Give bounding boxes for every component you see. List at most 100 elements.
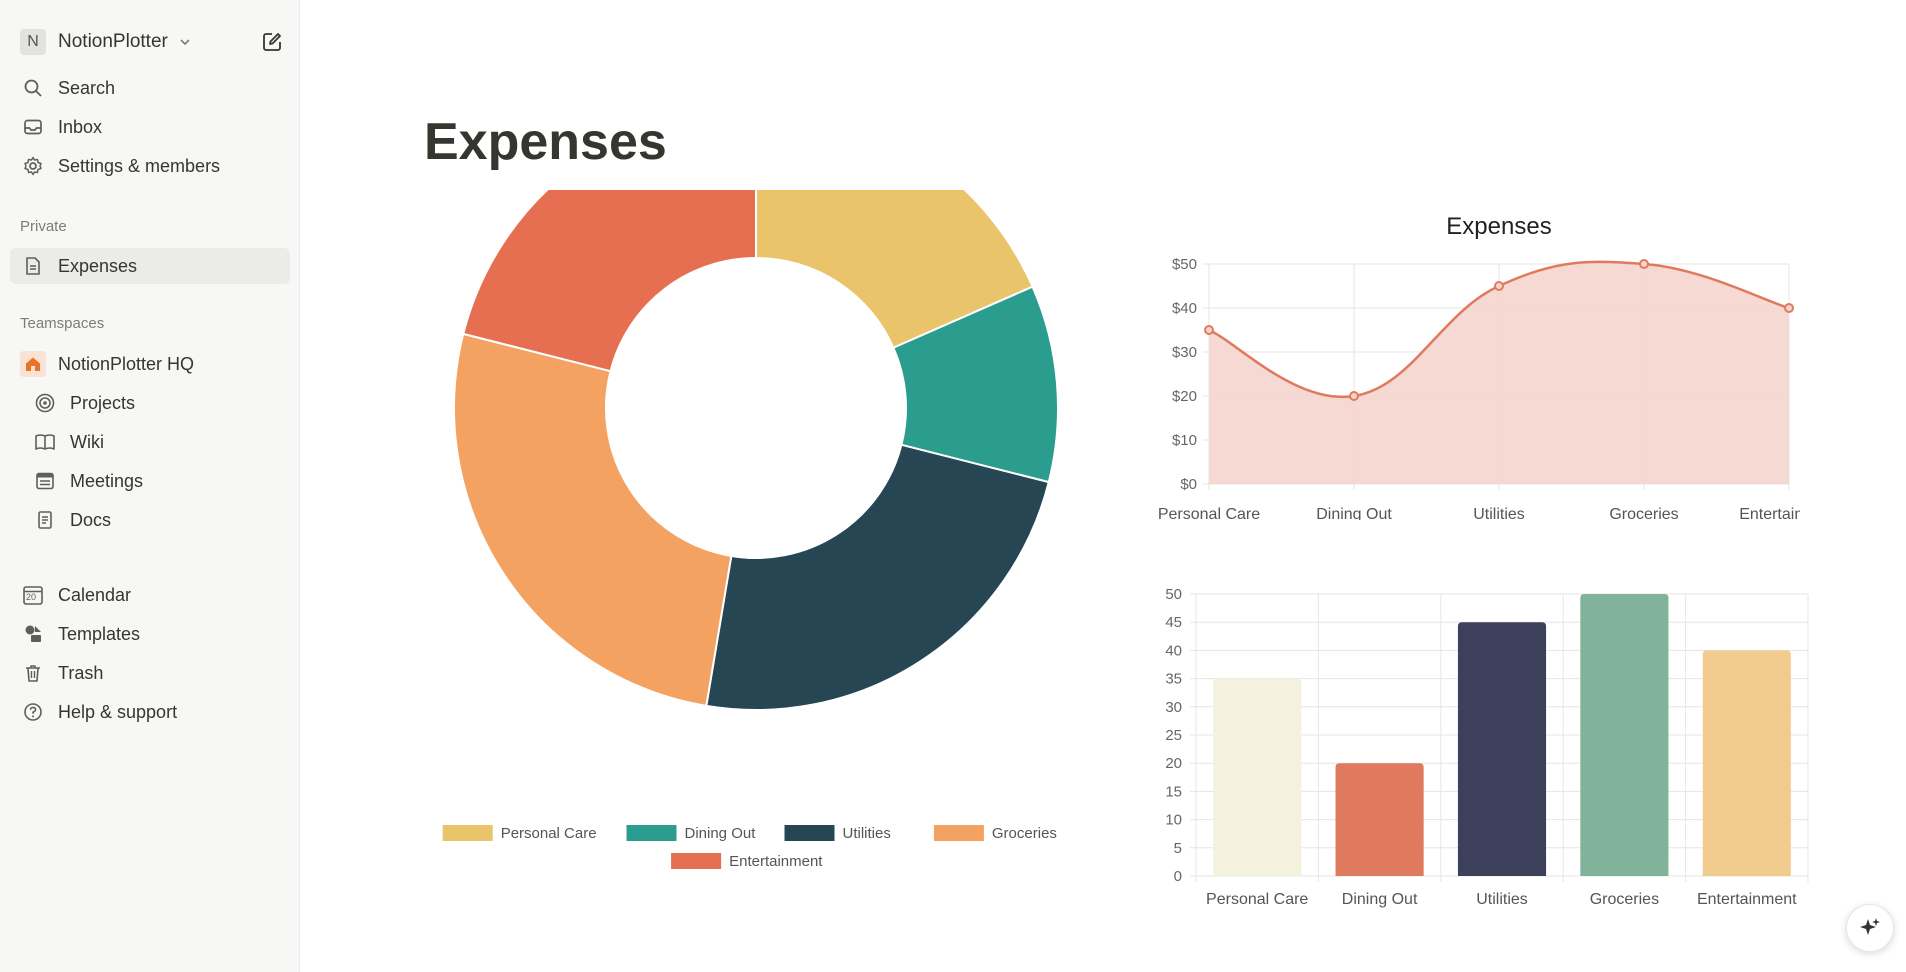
doughnut-slice — [705, 443, 1050, 711]
y-tick-label: 15 — [1165, 783, 1182, 800]
new-page-button[interactable] — [258, 28, 286, 56]
doughnut-slice — [453, 332, 733, 708]
help-icon — [20, 699, 46, 725]
legend-label: Dining Out — [685, 825, 757, 842]
sidebar-item-label: Calendar — [58, 584, 132, 605]
chart-title: Expenses — [1446, 213, 1551, 240]
x-tick-label: Dining Out — [1342, 891, 1418, 908]
line-series — [1208, 260, 1790, 399]
legend-swatch — [933, 825, 984, 841]
y-tick-label: 5 — [1174, 840, 1182, 857]
y-tick-label: 0 — [1174, 868, 1182, 885]
gear-icon — [20, 153, 46, 179]
bar — [1335, 763, 1424, 876]
sidebar-item-label: Settings & members — [58, 155, 221, 176]
templates-icon — [20, 621, 46, 647]
workspace-badge: N — [20, 29, 46, 55]
sidebar-item-label: Templates — [58, 623, 141, 644]
y-tick-label: 30 — [1165, 699, 1182, 716]
search-icon — [20, 75, 46, 101]
y-tick-label: $20 — [1172, 388, 1197, 405]
sidebar-item-inbox[interactable]: Inbox — [10, 109, 290, 145]
data-point — [1349, 391, 1359, 401]
x-tick-label: Utilities — [1473, 506, 1525, 520]
sidebar-item-trash[interactable]: Trash — [10, 655, 290, 691]
trash-icon — [20, 660, 46, 686]
page-title: Expenses — [424, 113, 667, 171]
sidebar-item-projects[interactable]: Projects — [10, 385, 290, 421]
sidebar-item-label: Trash — [58, 662, 104, 683]
x-tick-label: Entertainment — [1739, 506, 1800, 520]
sidebar-item-meetings[interactable]: Meetings — [10, 463, 290, 499]
calendar-date-badge: 20 — [26, 592, 37, 602]
legend-label: Entertainment — [729, 853, 823, 870]
doughnut-chart: Personal Care Dining Out Utilities Grocerie… — [442, 190, 1059, 870]
y-tick-label: 35 — [1165, 671, 1182, 688]
sidebar: N NotionPlotter Search Inbox Settings & … — [0, 0, 300, 972]
legend-label: Utilities — [843, 825, 891, 842]
data-point — [1204, 325, 1214, 335]
private-section-label: Private — [20, 218, 67, 235]
sidebar-item-label: Wiki — [70, 431, 104, 452]
sidebar-item-label: NotionPlotter HQ — [58, 353, 195, 374]
legend-label: Groceries — [992, 825, 1057, 842]
sidebar-item-templates[interactable]: Templates — [10, 616, 290, 652]
y-tick-label: $0 — [1180, 476, 1197, 493]
doughnut-slice — [755, 190, 1034, 350]
calendar-icon: 20 — [20, 582, 46, 608]
legend-swatch — [626, 825, 677, 841]
bar — [1457, 622, 1547, 876]
doc-icon — [32, 507, 58, 533]
sidebar-item-wiki[interactable]: Wiki — [10, 424, 290, 460]
sidebar-item-teamspace[interactable]: NotionPlotter HQ — [10, 346, 290, 382]
sidebar-item-search[interactable]: Search — [10, 70, 290, 106]
bar-chart: 0 5 10 15 20 25 30 35 40 45 50 Personal Care Dining … — [1165, 586, 1809, 908]
inbox-icon — [20, 114, 46, 140]
doughnut-slice — [462, 190, 757, 373]
bar — [1580, 594, 1669, 876]
calendar-list-icon — [32, 468, 58, 494]
chevron-down-icon — [178, 35, 192, 49]
x-tick-label: Groceries — [1609, 506, 1678, 520]
y-tick-label: $40 — [1172, 300, 1197, 317]
line-area-fill — [1209, 261, 1789, 484]
legend-swatch — [442, 825, 493, 841]
page-icon — [20, 253, 46, 279]
sidebar-item-label: Inbox — [58, 116, 103, 137]
ai-assistant-button[interactable] — [1846, 904, 1894, 952]
y-tick-label: $50 — [1172, 256, 1197, 273]
data-point — [1639, 259, 1649, 269]
y-tick-label: 40 — [1165, 642, 1182, 659]
target-icon — [32, 390, 58, 416]
workspace-name: NotionPlotter — [58, 31, 168, 52]
line-chart: Expenses $0 $10 $20 $30 $40 $50 Personal Care Di… — [1158, 213, 1800, 520]
y-tick-label: 25 — [1165, 727, 1182, 744]
legend-swatch — [671, 853, 722, 869]
legend-swatch — [784, 825, 835, 841]
x-tick-label: Personal Care — [1158, 506, 1260, 520]
sparkle-icon — [1860, 918, 1880, 935]
y-tick-label: 10 — [1165, 812, 1182, 829]
x-tick-label: Utilities — [1476, 891, 1528, 908]
sidebar-item-docs[interactable]: Docs — [10, 502, 290, 538]
sidebar-item-help[interactable]: Help & support — [10, 694, 290, 730]
sidebar-item-settings[interactable]: Settings & members — [10, 148, 290, 184]
x-tick-label: Entertainment — [1697, 891, 1797, 908]
sidebar-item-label: Expenses — [58, 255, 138, 276]
x-tick-label: Personal Care — [1206, 891, 1308, 908]
sidebar-item-label: Projects — [70, 392, 136, 413]
x-tick-label: Dining Out — [1316, 506, 1392, 520]
workspace-switcher[interactable]: N NotionPlotter — [10, 24, 290, 60]
teamspaces-section-label: Teamspaces — [20, 315, 105, 332]
sidebar-item-expenses[interactable]: Expenses — [10, 248, 290, 284]
y-tick-label: $10 — [1172, 432, 1197, 449]
bar — [1702, 650, 1791, 876]
book-icon — [32, 429, 58, 455]
data-point — [1784, 303, 1794, 313]
legend-label: Personal Care — [501, 825, 597, 842]
home-icon — [20, 351, 46, 377]
sidebar-item-label: Meetings — [70, 470, 144, 491]
y-tick-label: 50 — [1165, 586, 1182, 603]
sidebar-item-calendar[interactable]: 20 Calendar — [10, 577, 290, 613]
bar — [1213, 678, 1302, 876]
